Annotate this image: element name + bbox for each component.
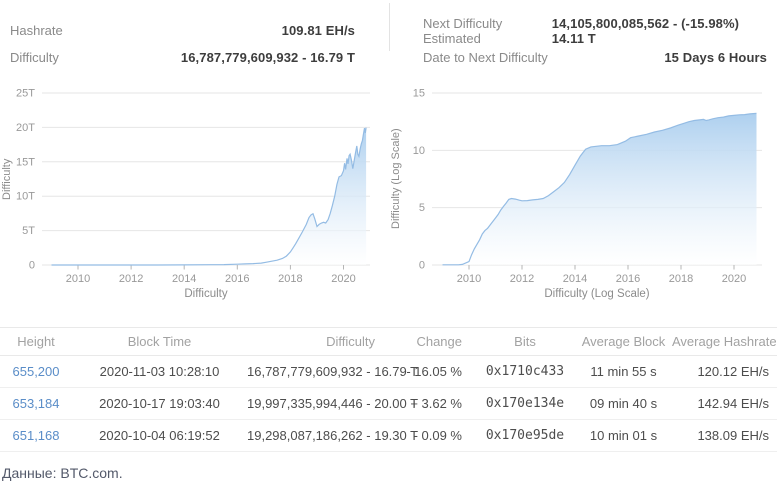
cell-avg_block: 11 min 55 s: [575, 355, 672, 388]
cell-change: - 16.05 %: [387, 355, 475, 388]
stat-difficulty: Difficulty 16,787,779,609,932 - 16.79 T: [10, 44, 355, 71]
cell-block_time: 2020-10-04 06:19:52: [72, 419, 247, 452]
stats-header: Hashrate 109.81 EH/s Difficulty 16,787,7…: [0, 0, 777, 71]
cell-change: + 3.62 %: [387, 387, 475, 420]
column-header-avg_block: Average Block: [575, 327, 672, 356]
stats-divider: [389, 3, 390, 51]
table-row: 651,168 2020-10-04 06:19:52 19,298,087,186…: [0, 419, 777, 452]
y-tick-label: 25T: [16, 88, 35, 100]
y-tick-label: 15: [413, 88, 425, 100]
date-next-difficulty-label: Date to Next Difficulty: [423, 50, 548, 65]
y-tick-label: 10: [413, 145, 425, 157]
block-height-link[interactable]: 651,168: [12, 428, 60, 443]
cell-bits: 0x170e134e: [475, 387, 575, 420]
difficulty-chart-canvas[interactable]: 0 5T 10T 15T 20T 25T 2010 2012 2014 2016 2018 2020: [0, 85, 389, 285]
y-tick-label: 10T: [16, 191, 35, 203]
difficulty-log-chart[interactable]: Difficulty (Log Scale) 0 5 10 15 2010 2012 201…: [389, 85, 777, 310]
table-header: Height Block Time Difficulty Change Bits Aver…: [0, 327, 777, 356]
next-difficulty-value: 14,105,800,085,562 - (-15.98%) 14.11 T: [551, 15, 740, 46]
x-tick-label: 2020: [722, 273, 746, 285]
cell-avg_block: 10 min 01 s: [575, 419, 672, 452]
x-tick-label: 2010: [457, 273, 481, 285]
line-series: [442, 112, 757, 266]
cell-avg_hashrate: 142.94 EH/s: [672, 387, 777, 420]
y-tick-label: 5T: [22, 225, 35, 237]
difficulty-history-table: Height Block Time Difficulty Change Bits Aver…: [0, 327, 777, 452]
stat-hashrate: Hashrate 109.81 EH/s: [10, 17, 355, 44]
difficulty-log-chart-y-axis-title: Difficulty (Log Scale): [390, 128, 402, 230]
block-height-link[interactable]: 655,200: [12, 364, 60, 379]
cell-bits: 0x1710c433: [475, 355, 575, 388]
difficulty-chart[interactable]: Difficulty 0 5T 10T 15T 20T 25T 2010 2012 2014 20…: [0, 85, 389, 310]
area-series: [51, 127, 367, 265]
x-tick-label: 2018: [669, 273, 693, 285]
difficulty-value: 16,787,779,609,932 - 16.79 T: [180, 50, 355, 65]
column-header-change: Change: [387, 327, 475, 356]
x-tick-label: 2014: [563, 273, 587, 285]
difficulty-chart-y-axis-title: Difficulty: [1, 158, 13, 200]
x-tick-label: 2018: [278, 273, 302, 285]
cell-height: 653,184: [0, 387, 72, 420]
stats-right-column: Next Difficulty Estimated 14,105,800,085…: [388, 15, 776, 71]
charts-section: Difficulty 0 5T 10T 15T 20T 25T 2010 2012 2014 20…: [0, 85, 777, 310]
table-row: 653,184 2020-10-17 19:03:40 19,997,335,994…: [0, 387, 777, 420]
column-header-difficulty: Difficulty: [247, 327, 387, 356]
y-tick-label: 0: [419, 260, 425, 272]
x-tick-label: 2012: [510, 273, 534, 285]
data-source-note: Данные: BTC.com.: [2, 465, 123, 481]
y-tick-label: 5: [419, 202, 425, 214]
cell-difficulty: 16,787,779,609,932 - 16.79 T: [247, 355, 418, 388]
column-header-height: Height: [0, 327, 72, 356]
cell-difficulty: 19,298,087,186,262 - 19.30 T: [247, 419, 418, 452]
cell-avg_hashrate: 120.12 EH/s: [672, 355, 777, 388]
y-tick-label: 0: [29, 260, 35, 272]
column-header-avg_hashrate: Average Hashrate: [672, 327, 777, 356]
stat-next-difficulty: Next Difficulty Estimated 14,105,800,085…: [423, 15, 767, 46]
area-series: [442, 113, 757, 266]
line-series: [51, 127, 367, 266]
x-tick-label: 2014: [172, 273, 196, 285]
stats-left-column: Hashrate 109.81 EH/s Difficulty 16,787,7…: [0, 17, 388, 71]
x-tick-label: 2010: [66, 273, 90, 285]
cell-block_time: 2020-11-03 10:28:10: [72, 355, 247, 388]
y-tick-label: 20T: [16, 122, 35, 134]
hashrate-label: Hashrate: [10, 23, 63, 38]
difficulty-log-chart-canvas[interactable]: 0 5 10 15 2010 2012 2014 2016 2018 2020: [389, 85, 777, 285]
x-tick-label: 2012: [119, 273, 143, 285]
next-difficulty-label: Next Difficulty Estimated: [423, 15, 503, 46]
difficulty-log-chart-caption: Difficulty (Log Scale): [544, 288, 650, 300]
cell-block_time: 2020-10-17 19:03:40: [72, 387, 247, 420]
column-header-bits: Bits: [475, 327, 575, 356]
cell-bits: 0x170e95de: [475, 419, 575, 452]
cell-height: 651,168: [0, 419, 72, 452]
stat-date-next-difficulty: Date to Next Difficulty 15 Days 6 Hours: [423, 44, 767, 71]
x-tick-label: 2016: [616, 273, 640, 285]
column-header-block_time: Block Time: [72, 327, 247, 356]
cell-avg_block: 09 min 40 s: [575, 387, 672, 420]
cell-difficulty: 19,997,335,994,446 - 20.00 T: [247, 387, 418, 420]
cell-height: 655,200: [0, 355, 72, 388]
cell-change: - 0.09 %: [387, 419, 475, 452]
x-tick-label: 2020: [331, 273, 355, 285]
y-tick-label: 15T: [16, 156, 35, 168]
x-tick-label: 2016: [225, 273, 249, 285]
date-next-difficulty-value: 15 Days 6 Hours: [664, 50, 767, 65]
cell-avg_hashrate: 138.09 EH/s: [672, 419, 777, 452]
block-height-link[interactable]: 653,184: [12, 396, 60, 411]
table-row: 655,200 2020-11-03 10:28:10 16,787,779,609…: [0, 355, 777, 388]
difficulty-label: Difficulty: [10, 50, 59, 65]
hashrate-value: 109.81 EH/s: [281, 23, 355, 38]
difficulty-chart-caption: Difficulty: [184, 288, 228, 300]
